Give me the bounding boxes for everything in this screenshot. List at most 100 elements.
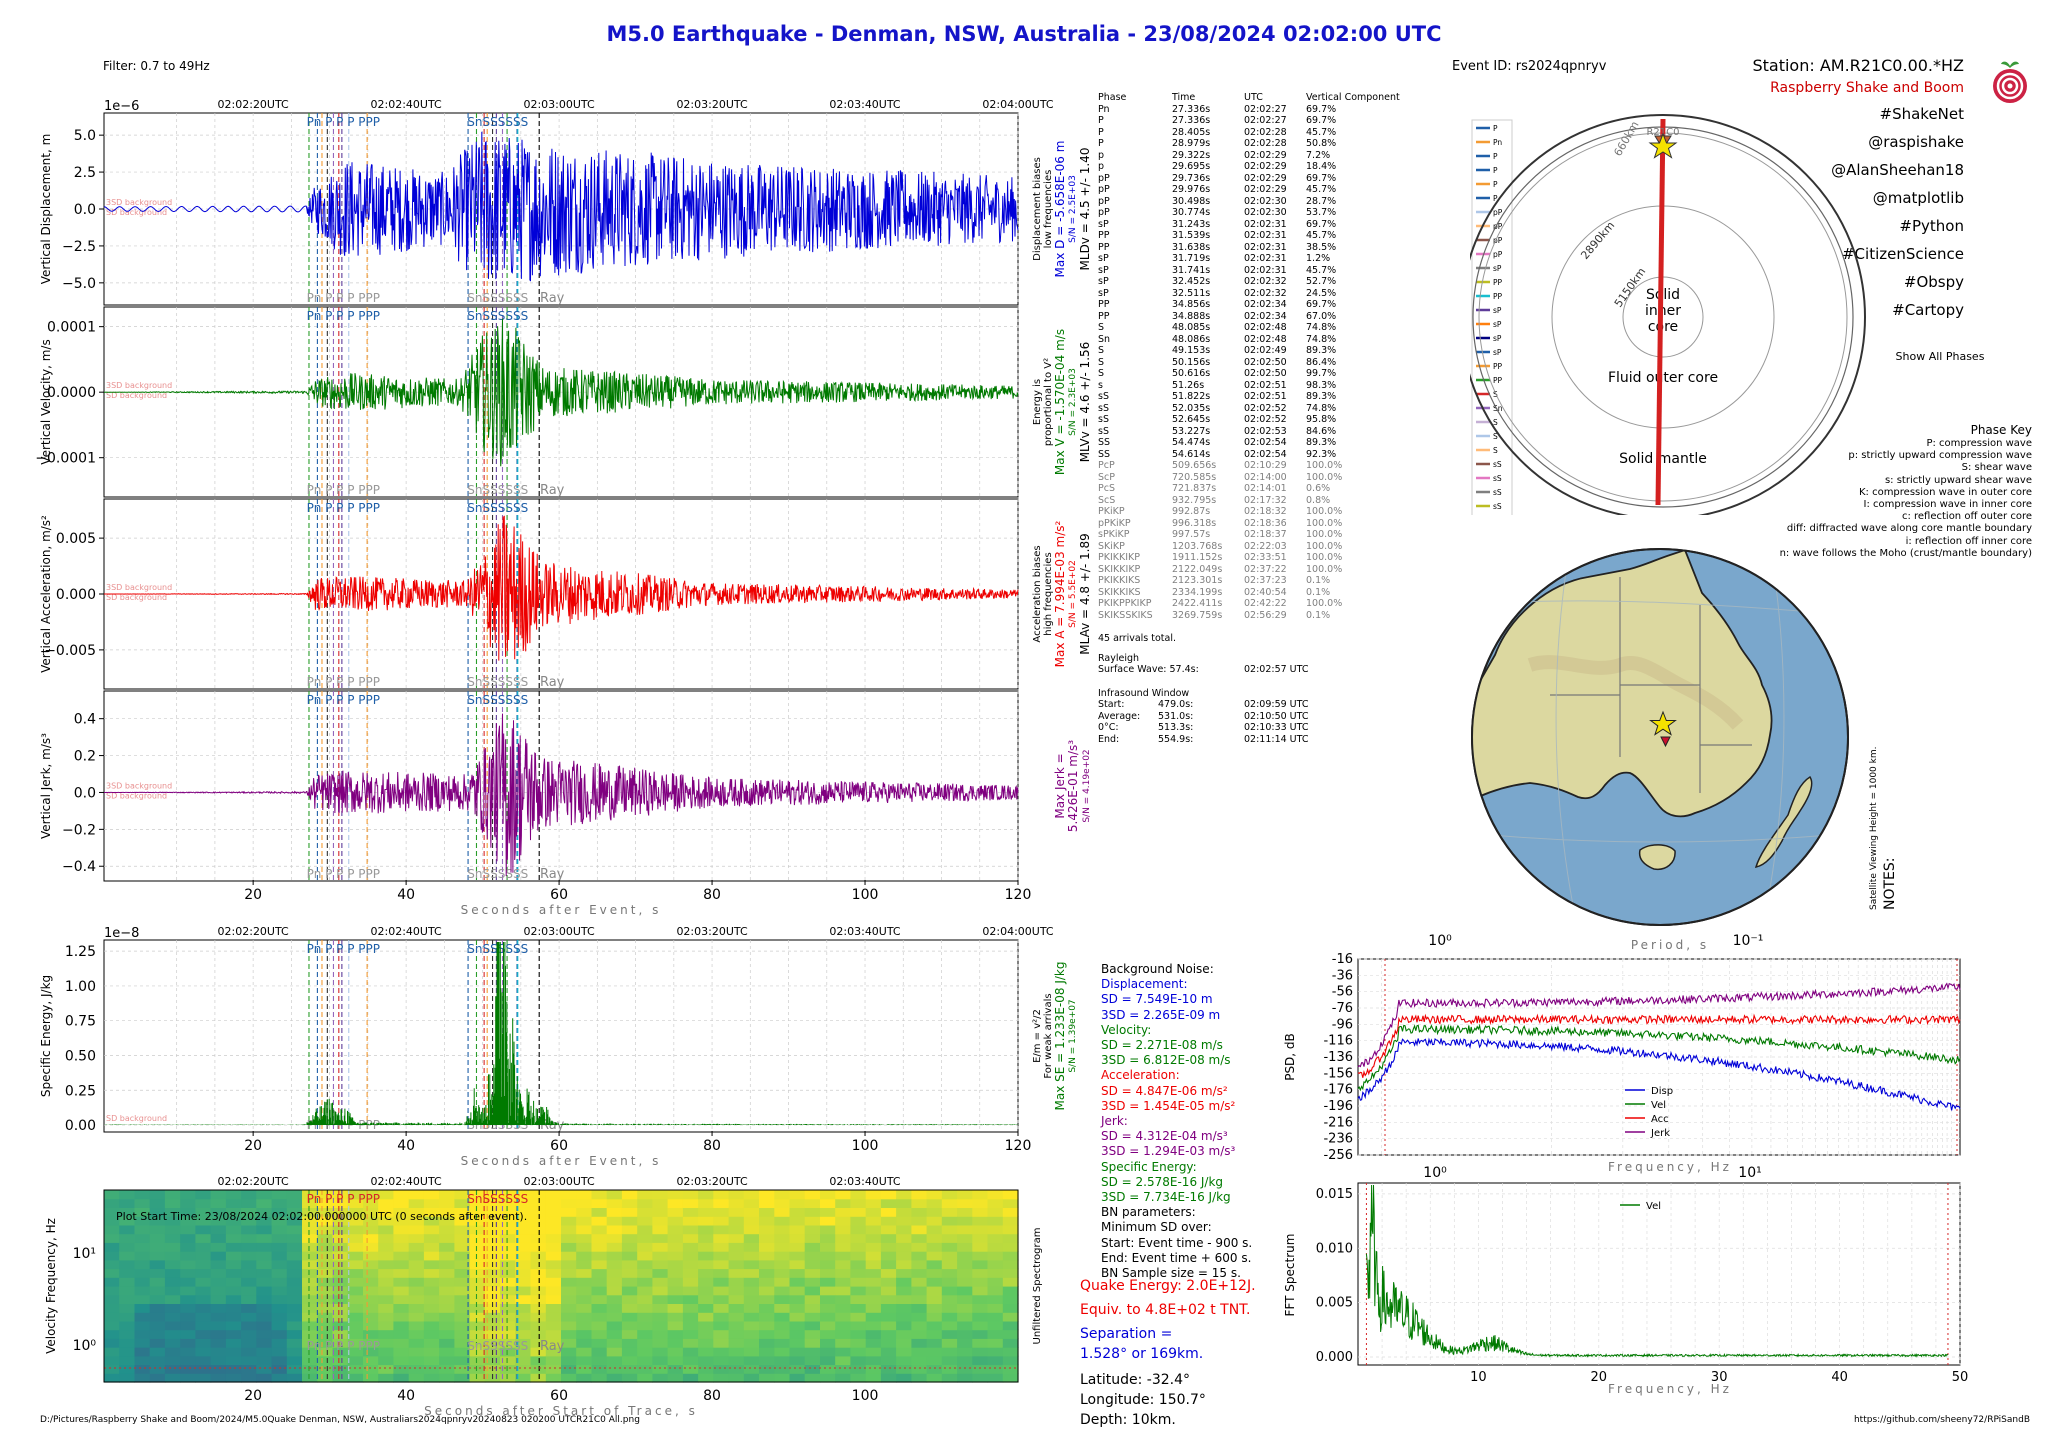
spectrogram-cell — [378, 1320, 394, 1331]
phase-row: s 51.26s 02:02:51 98.3% — [1098, 380, 1376, 392]
spectrogram-cell — [637, 1277, 653, 1287]
spectrogram-cell — [302, 1190, 318, 1200]
spectrogram-cell — [621, 1320, 638, 1331]
phase-label: SnSSSSSS — [467, 867, 528, 881]
spectrogram-cell — [804, 1338, 821, 1348]
spectrogram-cell — [393, 1312, 410, 1322]
spectrogram-cell — [149, 1373, 166, 1383]
spectrogram-cell — [728, 1294, 745, 1304]
spectrogram-cell — [302, 1242, 318, 1252]
spectrogram-cell — [347, 1216, 364, 1226]
spectrogram-cell — [210, 1312, 227, 1322]
spectrogram-cell — [515, 1364, 532, 1374]
spectrogram-cell — [530, 1259, 547, 1270]
spectrogram-cell — [317, 1207, 334, 1217]
spectrogram-cell — [637, 1198, 653, 1208]
spectrogram-cell — [743, 1312, 760, 1322]
spectrogram-cell — [104, 1216, 120, 1226]
y-tick-label: 0.2 — [74, 749, 96, 765]
spectrogram-cell — [652, 1207, 669, 1217]
spectrogram-cell — [774, 1259, 791, 1270]
spectrogram-cell — [667, 1347, 684, 1357]
spectrogram-cell — [363, 1355, 379, 1366]
spectrogram-cell — [774, 1242, 791, 1252]
phase-cell: Pn — [1098, 103, 1110, 115]
spectrogram-cell — [545, 1303, 562, 1313]
phase-cell: p — [1098, 149, 1105, 161]
spectrogram-cell — [180, 1347, 196, 1357]
spectrogram-cell — [759, 1347, 775, 1357]
spectrogram-cell — [911, 1355, 928, 1366]
phase-row: P 28.979s 02:02:28 50.8% — [1098, 138, 1376, 150]
phase-cell: 34.888s — [1172, 310, 1211, 322]
spectrogram-cell — [652, 1347, 669, 1357]
spectrogram-cell — [484, 1216, 501, 1226]
spectrogram-cell — [332, 1329, 349, 1339]
spectrogram-cell — [865, 1329, 882, 1339]
spectrogram-cell — [104, 1233, 120, 1243]
spectrogram-cell — [561, 1277, 577, 1287]
spectrogram-cell — [880, 1224, 897, 1235]
y-tick-label: -16 — [1332, 952, 1353, 967]
phase-key-line: S: shear wave — [1961, 462, 2032, 474]
phase-cell: 02:42:22 — [1244, 598, 1287, 609]
spectrogram-cell — [682, 1259, 699, 1270]
ray-path — [1655, 118, 1666, 506]
spectrogram-cell — [104, 1294, 120, 1304]
github-link[interactable]: https://github.com/sheeny72/RPiSandB — [1853, 1415, 2030, 1425]
spectrogram-cell — [423, 1373, 440, 1383]
spectrogram-cell — [241, 1338, 257, 1348]
spectrogram-cell — [363, 1268, 379, 1278]
infrasound-cell: 0°C: — [1098, 722, 1119, 733]
spectrogram-cell — [119, 1347, 135, 1357]
spectrogram-cell — [439, 1259, 455, 1270]
y-tick-label: −0.0001 — [35, 451, 96, 467]
side-note: Displacement biases — [1032, 157, 1043, 261]
spectrogram-cell — [987, 1312, 1004, 1322]
spectrogram-cell — [378, 1303, 394, 1313]
y-tick-label: -256 — [1323, 1148, 1353, 1163]
phase-table-late-rows: PcP 509.656s 02:10:29 100.0% ScP 720.585s 02:1… — [1098, 460, 1376, 621]
spectrogram-cell — [119, 1338, 135, 1348]
spectrogram-cell — [621, 1364, 638, 1374]
spectrogram-cell — [286, 1329, 303, 1339]
separation-label: Separation = — [1080, 1326, 1173, 1342]
spectrogram-cell — [728, 1224, 745, 1235]
spectrogram-cell — [225, 1312, 242, 1322]
spectrogram-cell — [363, 1233, 379, 1243]
spectrogram-cell — [865, 1338, 882, 1348]
spectrogram-cell — [850, 1286, 867, 1296]
spectrogram-cell — [713, 1294, 730, 1304]
psd-line-disp — [1357, 1037, 1961, 1111]
infrasound-row: 0°C: 513.3s: 02:10:33 UTC — [1098, 722, 1376, 734]
spectrogram-cell — [256, 1233, 273, 1243]
noise-line: Acceleration: — [1101, 1068, 1180, 1083]
spectrogram-cell — [210, 1320, 227, 1331]
spectrogram-cell — [606, 1329, 623, 1339]
phase-cell: 0.1% — [1306, 586, 1331, 598]
y-tick-label: 0.0 — [74, 202, 96, 218]
spectrogram-cell — [469, 1216, 486, 1226]
spectrogram-cell — [835, 1364, 851, 1374]
spectrogram-cell — [576, 1198, 592, 1208]
spectrogram-cell — [576, 1242, 592, 1252]
spectrogram-cell — [515, 1277, 532, 1287]
spectrogram-cell — [363, 1198, 379, 1208]
spectrogram-cell — [713, 1216, 730, 1226]
spectrogram-cell — [713, 1207, 730, 1217]
background-label: SD background — [106, 791, 167, 800]
spectrogram-cell — [545, 1277, 562, 1287]
spectrogram-cell — [621, 1312, 638, 1322]
spectrogram-cell — [652, 1242, 669, 1252]
spectrogram-cell — [241, 1198, 257, 1208]
phase-key-line: n: wave follows the Moho (crust/mantle b… — [1779, 547, 2032, 559]
phase-cell: 02:33:51 — [1244, 552, 1287, 563]
australia-landmass — [1472, 549, 1773, 818]
station-code-label: R21C0 — [1646, 127, 1679, 138]
spectrogram-cell — [759, 1355, 775, 1366]
spectrogram-cell — [972, 1190, 989, 1200]
spectrogram-cell — [134, 1373, 151, 1383]
spectrogram-cell — [728, 1207, 745, 1217]
phase-key-line: c: reflection off outer core — [1901, 511, 2032, 523]
show-all-phases[interactable]: Show All Phases — [1896, 350, 1985, 363]
